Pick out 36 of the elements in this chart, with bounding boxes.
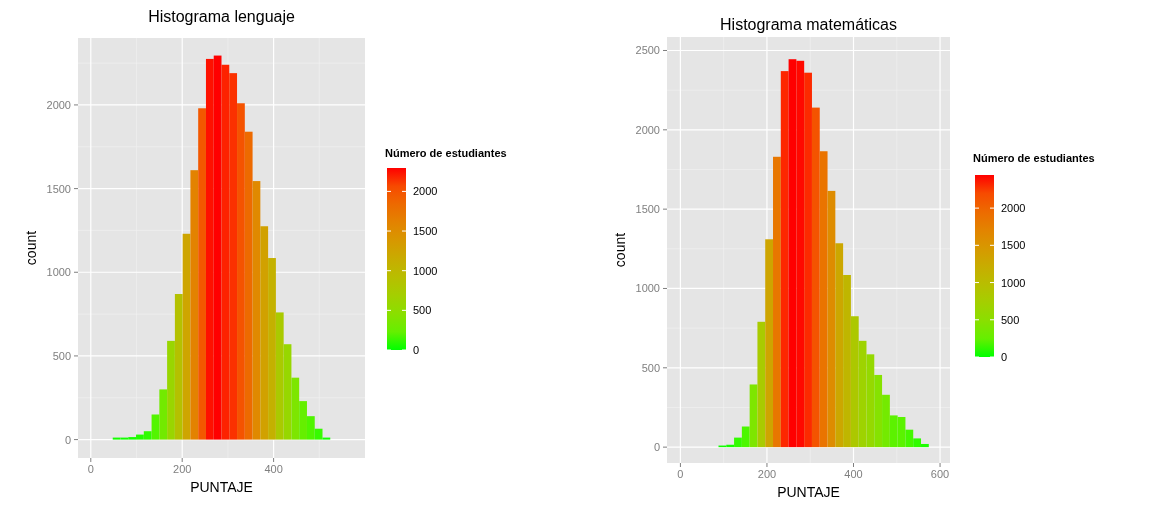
- y-tick-label: 1500: [46, 182, 71, 195]
- y-tick-label: 500: [641, 361, 660, 374]
- x-tick-label: 200: [757, 468, 777, 480]
- x-tick-label: 0: [677, 468, 684, 480]
- color-bar-label: 1000: [1001, 276, 1026, 289]
- color-bar-label: 1500: [413, 225, 438, 238]
- y-tick-label: 0: [653, 441, 660, 454]
- y-tick-label: 2000: [46, 98, 71, 111]
- x-tick-label: 600: [930, 468, 950, 480]
- color-bar-label: 500: [413, 304, 432, 317]
- x-tick-label: 0: [87, 463, 94, 475]
- y-axis-title: count: [612, 232, 628, 268]
- x-axis-title: PUNTAJE: [190, 479, 253, 495]
- legend-title: Número de estudiantes: [973, 152, 1095, 164]
- x-axis-title: PUNTAJE: [777, 484, 840, 500]
- color-bar-label: 0: [1001, 351, 1008, 363]
- y-axis-title: count: [23, 230, 39, 266]
- color-bar-label: 2000: [1001, 202, 1026, 215]
- legend-title: Número de estudiantes: [385, 147, 507, 159]
- y-tick-label: 2000: [635, 123, 660, 136]
- y-tick-label: 500: [52, 349, 71, 362]
- color-bar-label: 0: [413, 344, 420, 356]
- y-tick-label: 1000: [46, 266, 71, 279]
- y-tick-label: 1500: [635, 203, 660, 216]
- chart-title: Histograma lenguaje: [148, 8, 295, 25]
- x-tick-label: 400: [264, 463, 283, 475]
- chart-title: Histograma matemáticas: [720, 16, 897, 33]
- color-bar-label: 1500: [1001, 239, 1026, 252]
- y-tick-label: 0: [64, 433, 71, 446]
- x-tick-label: 400: [844, 468, 863, 480]
- y-tick-label: 1000: [635, 282, 660, 295]
- x-tick-label: 200: [173, 463, 192, 475]
- color-bar-label: 2000: [413, 185, 438, 198]
- color-bar-label: 500: [1001, 313, 1020, 326]
- y-tick-label: 2500: [635, 44, 660, 57]
- color-bar-label: 1000: [413, 264, 438, 277]
